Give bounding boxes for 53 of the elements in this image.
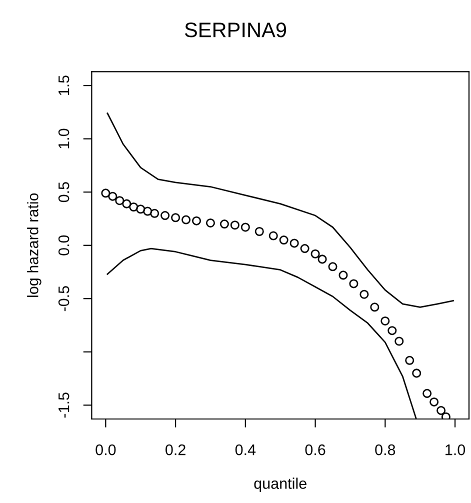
point [430,397,439,406]
point [370,302,380,312]
line-series [106,112,454,308]
point [436,406,446,415]
y-axis-title: log hazard ratio [27,193,42,297]
point [129,202,138,212]
point [240,222,250,232]
point [108,192,118,201]
point [380,316,390,326]
point [318,254,327,264]
point [192,216,202,226]
x-axis-title: quantile [254,478,306,492]
x-tick-label: 0.0 [96,444,116,456]
point [136,204,146,214]
point [182,215,191,224]
y-tick-label: 0.5 [58,182,70,202]
point [254,226,264,236]
point [360,290,369,299]
y-tick-label: 1.5 [58,76,70,96]
chart-title: SERPINA9 [184,22,286,38]
point [143,206,152,216]
point [290,238,299,248]
y-tick-label: 0.0 [58,235,70,256]
y-tick-label: -1.5 [58,392,70,418]
point [279,236,288,245]
point [422,388,432,398]
point [171,213,180,222]
x-tick-label: 0.4 [235,444,256,456]
point [310,249,320,258]
point [328,262,338,272]
point [300,244,310,254]
x-tick-label: 0.2 [166,444,186,456]
point [268,231,278,240]
point [412,368,422,378]
x-tick-label: 0.8 [375,444,396,456]
point [394,336,404,346]
y-tick-label: 1.0 [58,128,70,148]
point [405,356,414,365]
point [160,211,170,220]
point [230,220,240,230]
point [150,208,160,218]
point [101,188,110,198]
point [206,218,215,228]
y-tick-label: -0.5 [58,286,70,312]
point [388,326,397,336]
point [115,196,124,206]
point [220,220,229,229]
point [122,199,132,208]
point [349,279,358,288]
x-tick-label: 1.0 [446,444,466,456]
point [441,412,450,419]
point [338,270,348,280]
x-tick-label: 0.6 [305,444,326,456]
